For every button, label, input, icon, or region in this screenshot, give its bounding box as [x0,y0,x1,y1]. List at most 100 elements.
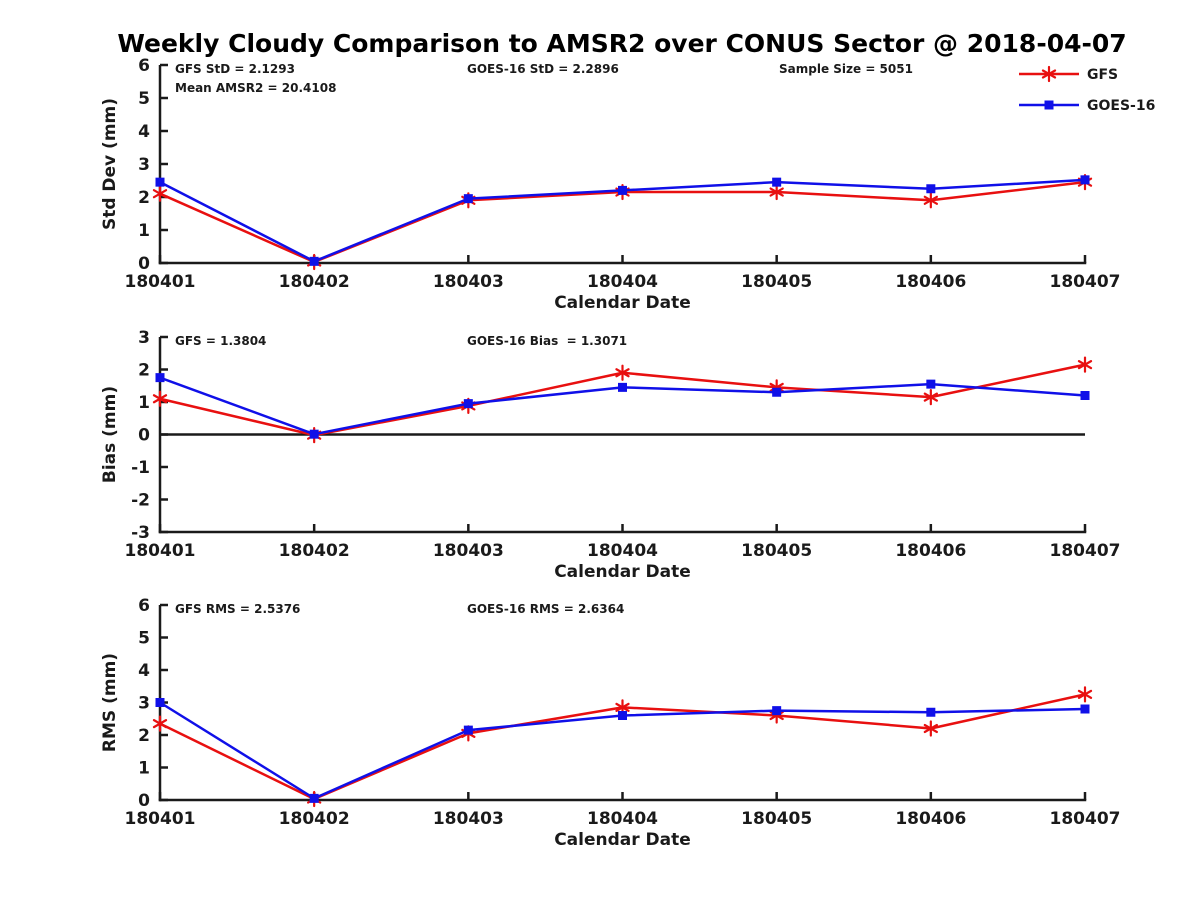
y-tick-label: 5 [138,629,150,649]
x-tick-label: 180406 [895,809,966,829]
x-tick-label: 180407 [1050,541,1121,561]
gfs-marker [152,185,168,202]
legend: GFS GOES-16 [1019,65,1155,114]
subplot-bias: -3 -2 -1 0 1 2 3 180401 180402 180403 180404 180405… [100,328,1120,582]
y-tick-label: -2 [131,491,150,511]
goes-16-marker [309,256,319,266]
y-tick-label: 1 [138,393,150,413]
goes-16-marker [926,184,936,194]
x-tick-label: 180406 [895,541,966,561]
x-tick-label: 180401 [125,809,196,829]
legend-label: GFS [1087,67,1118,83]
goes-16-marker [618,711,627,720]
asterisk-marker-icon [1041,65,1057,83]
x-tick-label: 180403 [433,541,504,561]
goes-16-marker [155,698,165,707]
goes-16-marker [926,707,936,717]
y-tick-label: 3 [138,328,150,348]
y-tick-label: -3 [131,523,150,543]
x-tick-label: 180405 [741,809,812,829]
goes-16-marker [618,382,627,392]
goes-16-marker [1080,391,1090,400]
x-tick-label: 180403 [433,272,504,292]
x-tick-label: 180406 [895,272,966,292]
x-tick-label: 180401 [125,541,196,561]
x-tick-label: 180407 [1050,272,1121,292]
goes-16-marker [155,177,165,187]
y-tick-label: 0 [138,791,150,811]
y-axis-title: RMS (mm) [100,653,120,752]
goes-16-marker [772,177,782,187]
goes-16-marker [1080,175,1090,185]
annotation-text: GFS = 1.3804 [175,334,266,348]
annotation-text: GOES-16 RMS = 2.6364 [467,602,624,616]
gfs-marker [615,364,630,381]
y-tick-label: 2 [138,361,150,381]
gfs-marker [1077,686,1093,703]
goes-16-marker [1080,704,1090,714]
gfs-marker [152,390,168,407]
x-axis-title: Calendar Date [554,293,691,313]
subplot-rms: 0 1 2 3 4 5 6 180401 180402 180403 180404 180405 180… [100,596,1120,850]
y-tick-label: 0 [138,254,150,274]
y-tick-label: 4 [138,661,150,681]
legend-label: GOES-16 [1087,98,1155,114]
annotation-text: GFS RMS = 2.5376 [175,602,300,616]
x-tick-label: 180407 [1050,809,1121,829]
goes-16-marker [618,185,627,195]
y-tick-label: 6 [138,56,150,76]
legend-entry-goes-16: GOES-16 [1019,98,1155,114]
goes-16-marker [463,725,473,735]
y-tick-label: 3 [138,694,150,714]
x-tick-label: 180401 [125,272,196,292]
goes-16-marker [772,706,782,716]
subplot-std-dev: 0 1 2 3 4 5 6 180401 180402 180403 180404 180405 180… [100,56,1120,313]
y-tick-label: 4 [138,122,150,142]
goes-16-marker [772,387,782,397]
annotation-text: Mean AMSR2 = 20.4108 [175,81,336,95]
x-axis-title: Calendar Date [554,562,691,582]
gfs-marker [769,183,784,201]
legend-entry-gfs: GFS [1019,65,1118,83]
goes-16-marker [463,399,473,409]
gfs-marker [923,192,938,209]
x-axis-title: Calendar Date [554,830,691,850]
gfs-marker [152,715,168,732]
annotation-text: Sample Size = 5051 [779,62,913,76]
y-tick-label: 5 [138,89,150,109]
x-tick-label: 180405 [741,272,812,292]
annotation-text: GFS StD = 2.1293 [175,62,295,76]
square-marker-icon [1044,100,1054,110]
y-tick-label: -1 [131,458,150,478]
y-tick-label: 1 [138,221,150,241]
y-axis-title: Std Dev (mm) [100,98,120,230]
gfs-marker [923,389,938,406]
x-tick-label: 180404 [587,541,658,561]
x-tick-label: 180404 [587,809,658,829]
goes-16-marker [309,793,319,803]
x-tick-label: 180404 [587,272,658,292]
goes-16-marker [309,429,319,439]
y-tick-label: 0 [138,426,150,446]
gfs-marker [1077,356,1093,373]
y-tick-label: 2 [138,726,150,746]
goes-16-marker [155,373,165,383]
chart-title: Weekly Cloudy Comparison to AMSR2 over C… [117,29,1127,58]
y-tick-label: 3 [138,155,150,175]
x-tick-label: 180402 [279,809,350,829]
y-tick-label: 6 [138,596,150,616]
x-tick-label: 180405 [741,541,812,561]
x-tick-label: 180402 [279,541,350,561]
gfs-marker [923,720,938,737]
goes-16-marker [926,379,936,389]
y-tick-label: 2 [138,188,150,208]
annotation-text: GOES-16 Bias = 1.3071 [467,334,627,348]
x-tick-label: 180402 [279,272,350,292]
y-tick-label: 1 [138,759,150,779]
y-axis-title: Bias (mm) [100,386,120,483]
x-tick-label: 180403 [433,809,504,829]
goes-16-marker [463,194,473,204]
annotation-text: GOES-16 StD = 2.2896 [467,62,619,76]
